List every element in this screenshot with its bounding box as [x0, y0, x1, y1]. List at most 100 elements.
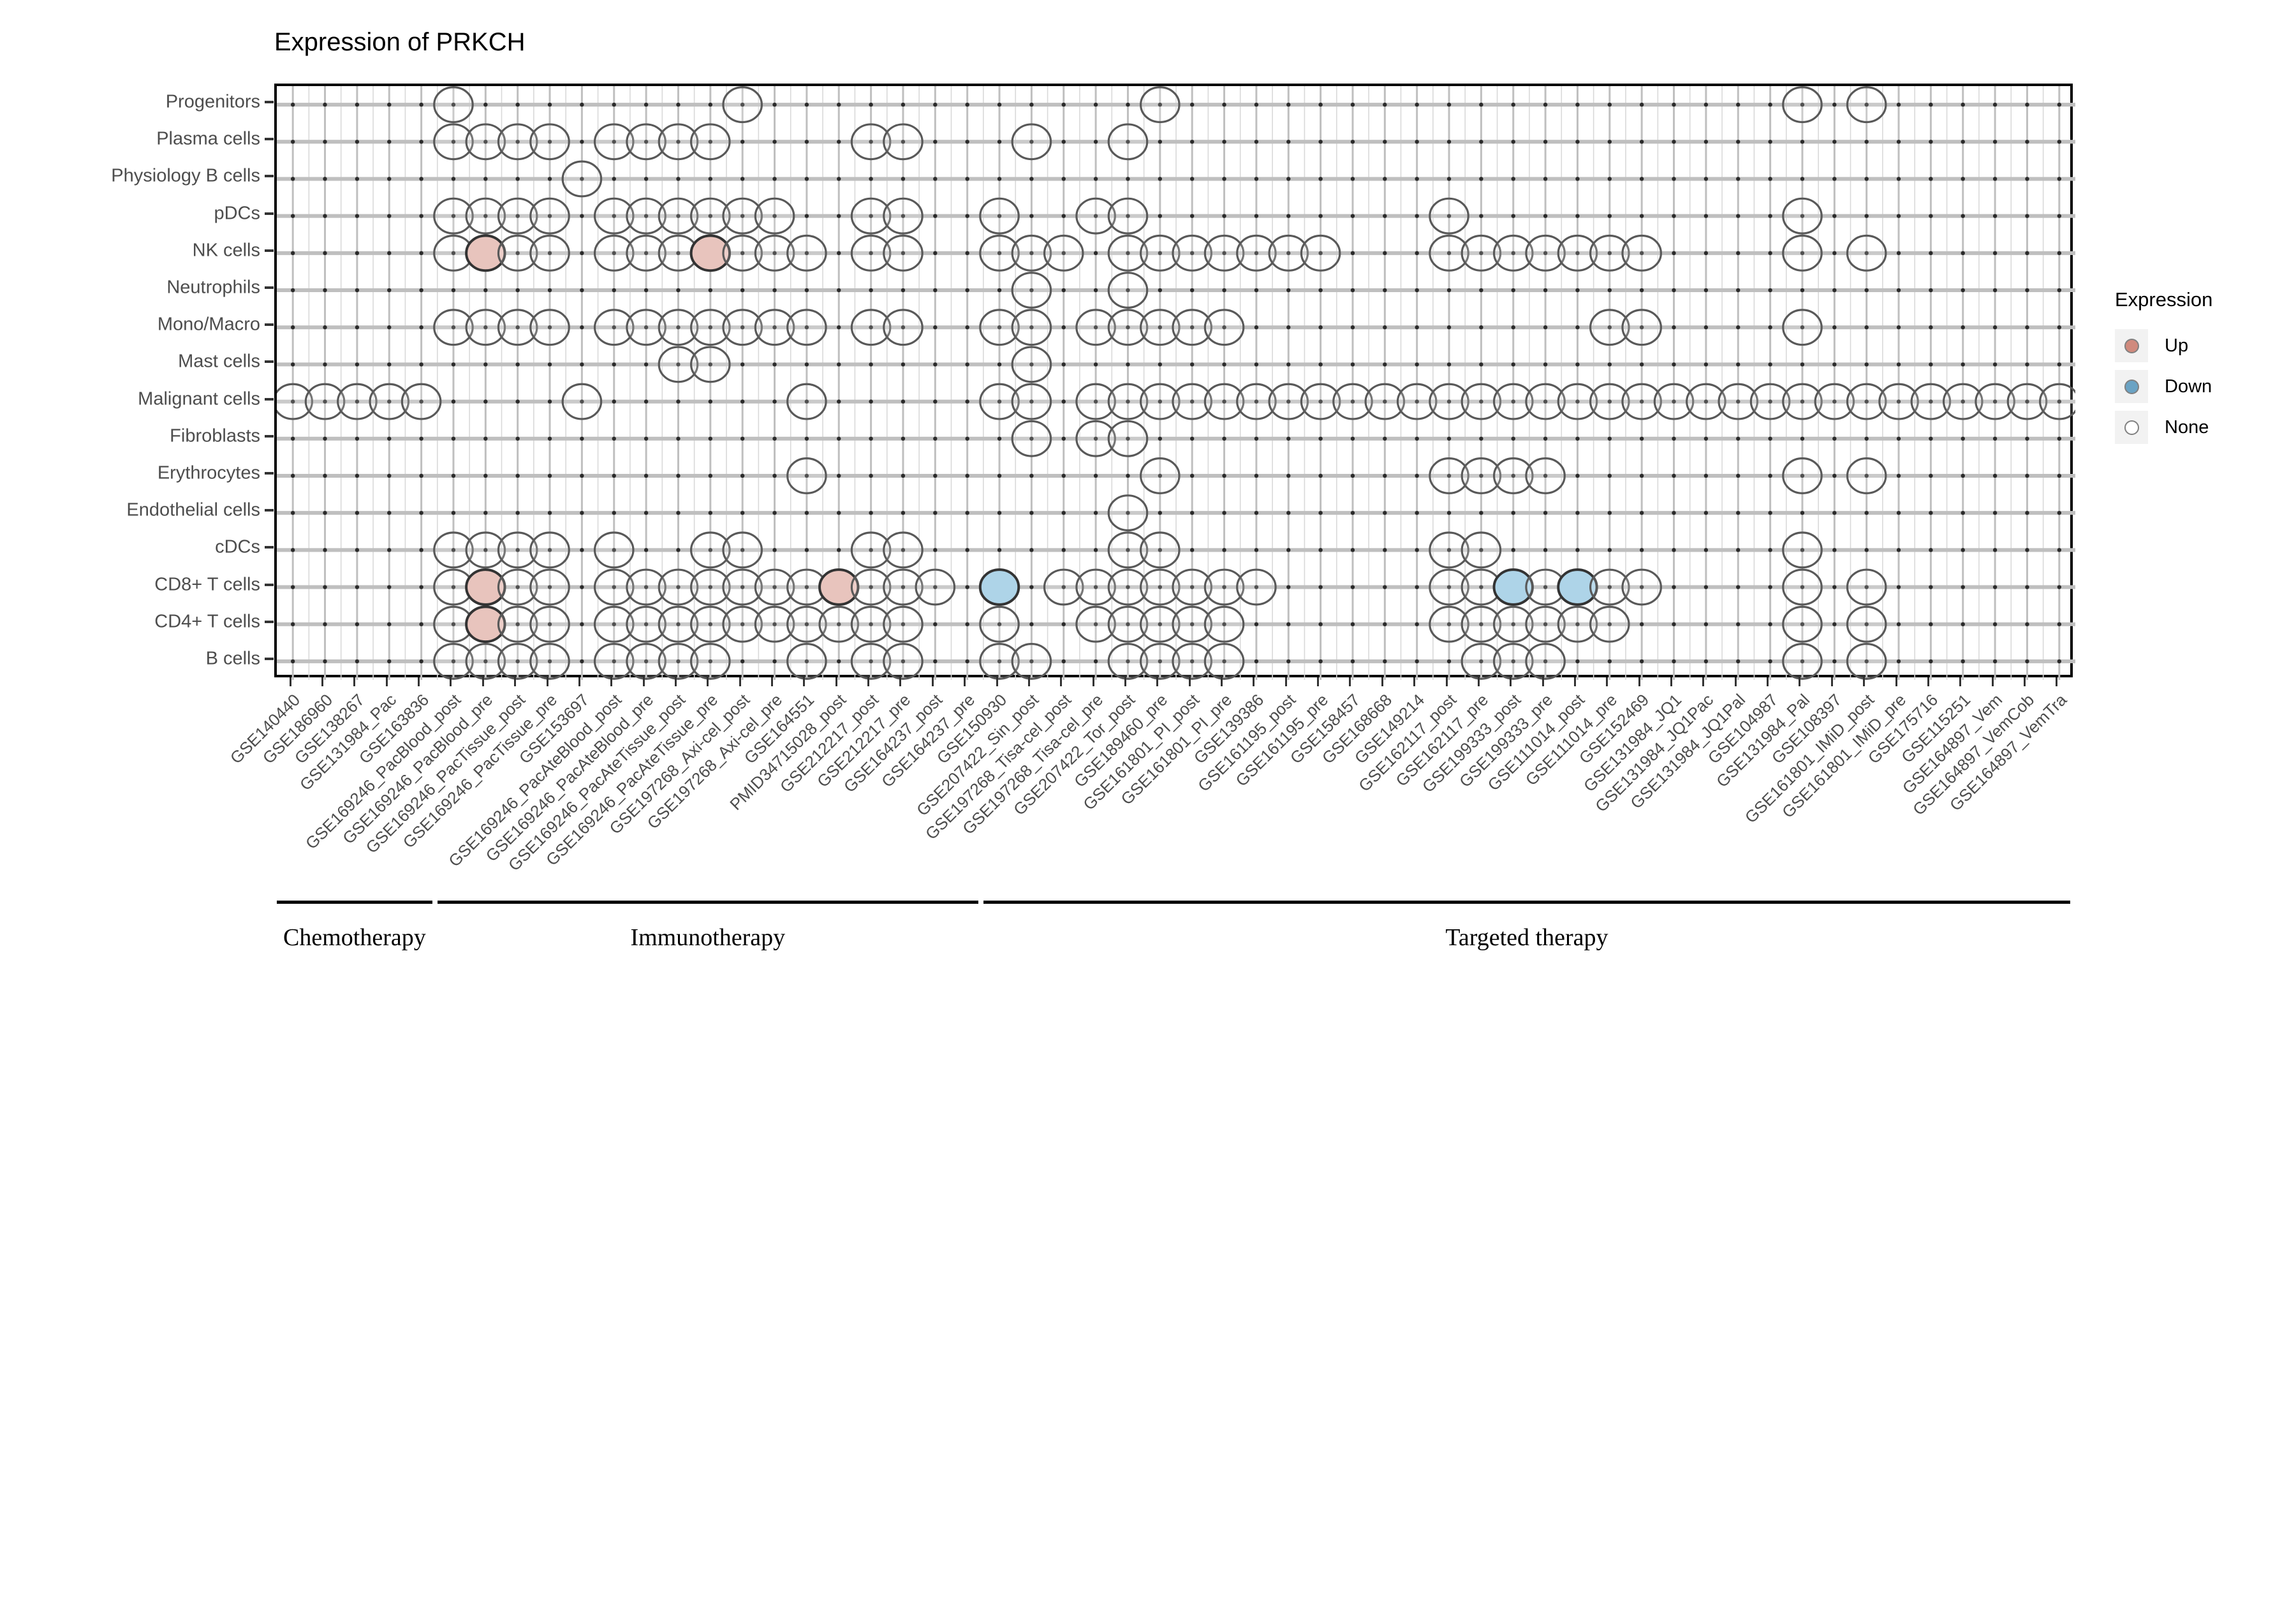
x-axis-tick [1927, 677, 1929, 686]
y-axis-tick [265, 620, 274, 623]
expression-dot [1492, 568, 1534, 606]
legend-swatch [2115, 329, 2148, 362]
expression-dot [690, 309, 731, 346]
expression-dot [1172, 568, 1212, 606]
expression-dot [1461, 642, 1502, 680]
expression-dot [593, 531, 635, 569]
y-axis-label: Physiology B cells [111, 165, 260, 186]
expression-dot [722, 309, 763, 346]
expression-dot [722, 234, 763, 272]
legend-item[interactable]: None [2115, 407, 2212, 448]
x-axis-tick [1221, 677, 1223, 686]
expression-dot [786, 605, 827, 643]
expression-dot [979, 197, 1020, 235]
expression-dot [722, 568, 763, 606]
legend-item-label: None [2165, 416, 2209, 438]
y-axis-label: Mono/Macro [157, 314, 260, 335]
expression-dot [1525, 457, 1566, 494]
expression-dot [850, 568, 892, 606]
expression-dot [626, 234, 666, 272]
expression-dot [850, 531, 892, 569]
expression-dot [1140, 383, 1181, 420]
expression-dot [1140, 234, 1181, 272]
expression-dot [529, 123, 570, 161]
expression-dot [1910, 383, 1952, 420]
expression-dot [1782, 234, 1823, 272]
expression-dot [497, 568, 538, 606]
x-axis-tick [1638, 677, 1640, 686]
expression-dot [497, 234, 538, 272]
expression-dot [1107, 197, 1149, 235]
expression-dot [1203, 383, 1245, 420]
expression-dot [979, 234, 1020, 272]
expression-dot [1107, 383, 1149, 420]
expression-dot [1011, 420, 1052, 457]
expression-dot [722, 605, 763, 643]
expression-dot [1461, 531, 1502, 569]
legend-item[interactable]: Down [2115, 366, 2212, 407]
expression-dot [1107, 123, 1149, 161]
expression-dot [1557, 568, 1598, 606]
figure-root: Expression of PRKCH Progenitors Plasma ce… [111, 28, 2213, 951]
y-axis-tick [265, 657, 274, 660]
expression-dot [1653, 383, 1695, 420]
expression-dot [593, 234, 635, 272]
expression-dot [786, 642, 827, 680]
therapy-group-bar [277, 901, 432, 904]
expression-dot [1621, 234, 1662, 272]
expression-dot [1172, 234, 1212, 272]
therapy-group-label: Immunotherapy [630, 924, 786, 951]
expression-dot [529, 568, 570, 606]
y-axis-tick [265, 434, 274, 438]
expression-dot [626, 123, 666, 161]
expression-dot [818, 568, 860, 606]
expression-dot [465, 123, 506, 161]
legend-dot-icon [2124, 338, 2139, 353]
expression-dot [1011, 346, 1052, 383]
y-axis-label: B cells [205, 648, 260, 669]
expression-dot [1846, 642, 1887, 680]
y-axis-tick [265, 249, 274, 252]
y-axis-label: CD8+ T cells [154, 574, 260, 595]
expression-dot [658, 642, 699, 680]
y-axis-label: pDCs [214, 203, 260, 224]
legend-item[interactable]: Up [2115, 325, 2212, 366]
x-axis-tick [1284, 677, 1287, 686]
expression-dot [1461, 383, 1502, 420]
expression-dot [1942, 383, 1983, 420]
expression-dot [1332, 383, 1373, 420]
x-axis-tick [418, 677, 420, 686]
expression-dot [626, 197, 666, 235]
x-axis-tick [1027, 677, 1030, 686]
x-axis-tick [739, 677, 741, 686]
expression-dot [1525, 383, 1566, 420]
expression-dot [465, 197, 506, 235]
expression-dot [1589, 234, 1630, 272]
expression-dot [1492, 605, 1534, 643]
x-axis-tick [1477, 677, 1480, 686]
legend-title: Expression [2115, 288, 2213, 311]
x-axis-tick [803, 677, 806, 686]
expression-dot [465, 642, 506, 680]
expression-dot [978, 568, 1020, 606]
x-axis-tick [385, 677, 388, 686]
expression-dot [1011, 383, 1052, 420]
x-axis-tick [1830, 677, 1833, 686]
y-axis-tick [265, 323, 274, 327]
y-axis-label: NK cells [192, 240, 260, 261]
x-axis-tick [996, 677, 998, 686]
x-axis-tick [931, 677, 934, 686]
expression-dot [690, 123, 731, 161]
expression-dot [690, 346, 731, 383]
expression-dot [593, 197, 635, 235]
expression-dot [497, 197, 538, 235]
x-axis-tick [289, 677, 291, 686]
expression-dot [497, 309, 538, 346]
expression-dot [883, 568, 924, 606]
expression-dot [1782, 642, 1823, 680]
expression-dot [979, 309, 1020, 346]
x-axis-tick [353, 677, 356, 686]
x-axis-tick [1381, 677, 1383, 686]
expression-dot [883, 309, 924, 346]
expression-dot [1172, 383, 1212, 420]
